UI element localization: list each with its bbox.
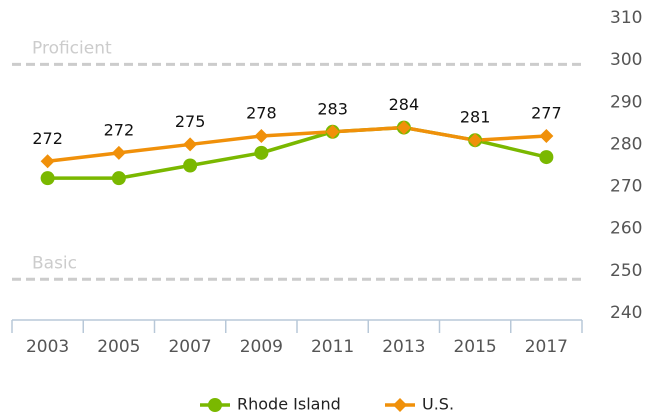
y-tick-label: 240	[610, 303, 642, 323]
point	[539, 129, 554, 143]
point	[254, 145, 269, 160]
y-tick-label: 290	[610, 92, 642, 112]
data-label: 272	[104, 120, 135, 139]
x-tick-label: 2007	[168, 337, 211, 357]
x-tick-label: 2009	[240, 337, 283, 357]
x-tick-label: 2013	[382, 337, 425, 357]
data-label: 284	[389, 95, 420, 114]
y-tick-label: 250	[610, 261, 642, 281]
x-tick-label: 2003	[26, 337, 69, 357]
y-tick-label: 300	[610, 50, 642, 70]
point	[40, 171, 55, 186]
point	[111, 171, 126, 186]
y-tick-label: 280	[610, 134, 642, 154]
point	[183, 158, 198, 173]
data-label: 277	[531, 104, 562, 123]
data-label: 278	[246, 104, 277, 123]
legend-marker	[393, 398, 407, 412]
point	[254, 129, 269, 143]
x-tick-label: 2005	[97, 337, 140, 357]
y-tick-label: 310	[610, 8, 642, 28]
point	[468, 133, 483, 148]
point	[396, 120, 411, 135]
y-tick-label: 260	[610, 219, 642, 239]
series-line	[47, 125, 547, 164]
x-tick-label: 2015	[453, 337, 496, 357]
y-tick-label: 270	[610, 177, 642, 197]
x-tick-label: 2017	[525, 337, 568, 357]
reference-label: Basic	[32, 253, 77, 273]
point	[325, 124, 340, 139]
point	[539, 150, 554, 165]
data-label: 275	[175, 112, 206, 131]
data-label: 281	[460, 108, 491, 127]
x-tick-label: 2011	[311, 337, 354, 357]
point	[40, 154, 55, 169]
legend-marker	[208, 398, 222, 412]
legend-label: U.S.	[422, 395, 454, 414]
data-label: 283	[317, 99, 348, 118]
point	[183, 137, 198, 152]
data-label: 272	[32, 129, 63, 148]
legend-label: Rhode Island	[237, 395, 341, 414]
reference-label: Proficient	[32, 38, 112, 58]
point	[111, 145, 126, 160]
